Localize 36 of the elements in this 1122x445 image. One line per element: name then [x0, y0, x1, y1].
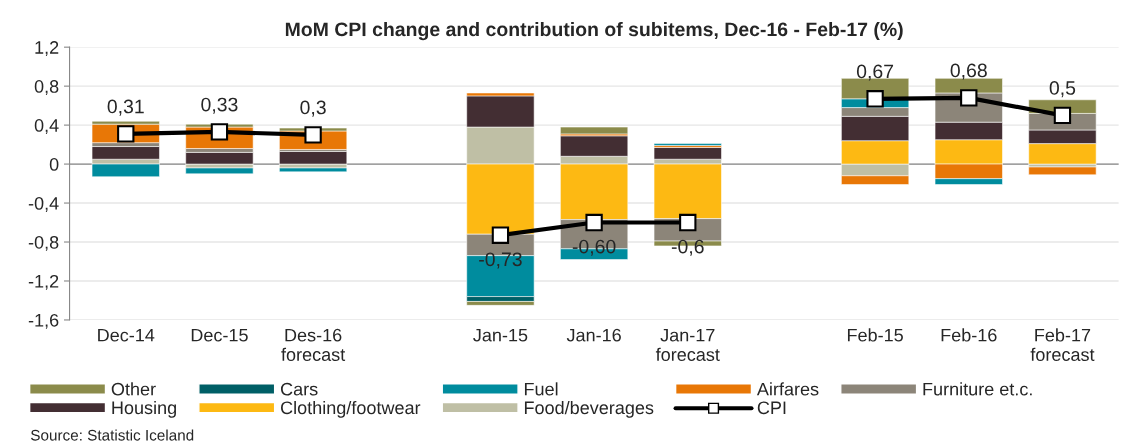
x-tick-label: Jan-17 forecast — [655, 328, 720, 361]
data-label: -0,60 — [572, 239, 616, 256]
legend-label: Housing — [112, 400, 176, 418]
x-tick-label: Feb-16 — [941, 328, 997, 342]
data-label: 0,3 — [300, 100, 326, 117]
chart-title: MoM CPI change and contribution of subitems, Dec-16 - Feb-17 (%) — [285, 21, 903, 41]
x-tick-label: Dec-14 — [98, 328, 155, 342]
legend-label: Furniture et.c. — [923, 382, 1032, 396]
y-tick-label: 1,2 — [35, 41, 59, 57]
y-tick-label: 0,4 — [34, 119, 59, 134]
data-label: -0,73 — [479, 252, 522, 269]
y-tick-label: -0,8 — [28, 235, 59, 251]
data-label: 0,33 — [201, 97, 238, 114]
legend-label: Other — [111, 382, 156, 396]
legend-label: Cars — [280, 382, 318, 396]
data-label: 0,31 — [107, 99, 144, 116]
legend-label: Airfares — [756, 382, 819, 396]
data-label: 0,67 — [856, 64, 894, 81]
data-label: 0,68 — [950, 63, 987, 80]
legend-label: Food/beverages — [524, 400, 654, 418]
source-note: Source: Statistic Iceland — [30, 429, 194, 441]
y-tick-label: -0,4 — [28, 196, 59, 212]
y-tick-label: -1,2 — [28, 274, 59, 290]
legend-label: Fuel — [524, 382, 558, 396]
data-label: 0,5 — [1049, 81, 1076, 98]
y-tick-label: -1,6 — [28, 313, 59, 329]
x-tick-label: Jan-16 — [566, 328, 621, 342]
x-tick-label: Feb-17 forecast — [1030, 328, 1095, 361]
legend-label: CPI — [757, 401, 786, 415]
legend-label: Clothing/footwear — [280, 400, 421, 418]
x-tick-label: Jan-15 — [473, 328, 528, 342]
x-tick-label: Des-16 forecast — [281, 328, 346, 361]
y-tick-label: 0,8 — [34, 80, 59, 95]
x-tick-label: Dec-15 — [191, 328, 248, 342]
x-tick-label: Feb-15 — [847, 328, 903, 342]
y-tick-label: 0 — [49, 158, 59, 171]
